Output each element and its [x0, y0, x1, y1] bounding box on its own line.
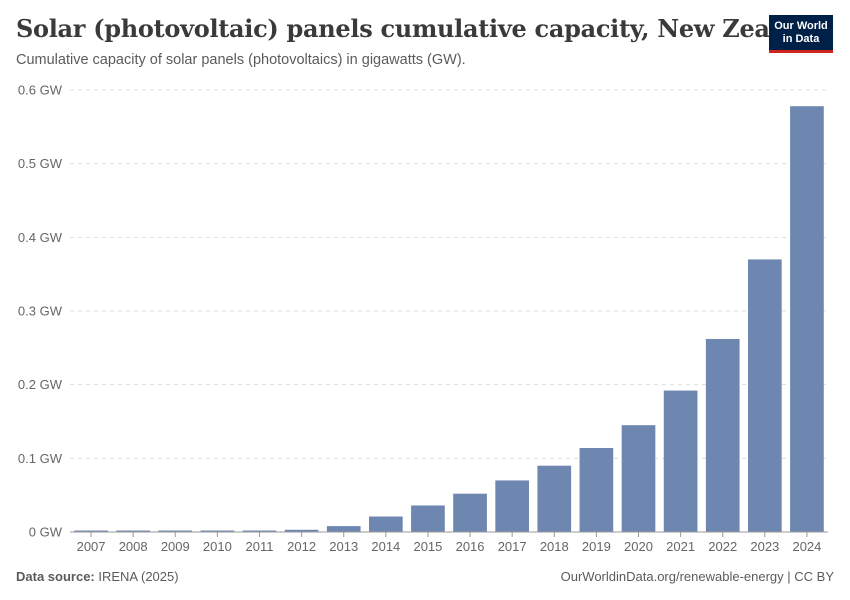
owid-logo[interactable]: Our World in Data [769, 15, 833, 53]
x-tick-label: 2015 [413, 539, 442, 554]
x-tick-label: 2017 [498, 539, 527, 554]
x-tick-label: 2012 [287, 539, 316, 554]
footer-link[interactable]: OurWorldinData.org/renewable-energy | CC… [560, 569, 834, 584]
data-source-label: Data source: [16, 569, 95, 584]
bar-2018[interactable] [537, 465, 572, 532]
bar-2009[interactable] [158, 530, 193, 532]
y-tick-label: 0 GW [29, 525, 63, 540]
x-tick-label: 2021 [666, 539, 695, 554]
bar-2007[interactable] [74, 530, 108, 532]
chart-subtitle: Cumulative capacity of solar panels (pho… [16, 52, 466, 68]
y-tick-label: 0.2 GW [18, 377, 63, 392]
bar-2023[interactable] [747, 259, 782, 532]
x-tick-label: 2022 [708, 539, 737, 554]
bar-2022[interactable] [705, 338, 740, 532]
grid-lines [70, 89, 828, 459]
y-tick-label: 0.5 GW [18, 156, 63, 171]
x-tick-label: 2007 [77, 539, 106, 554]
x-tick-label: 2011 [246, 539, 274, 554]
bar-2021[interactable] [663, 390, 698, 532]
bar-2011[interactable] [242, 530, 277, 532]
data-source-value[interactable]: IRENA (2025) [98, 569, 179, 584]
x-axis-ticks: 2007 2008 2009 2010 2011 2012 2013 2014 2015 2016… [77, 532, 821, 554]
bar-2008[interactable] [116, 530, 151, 532]
bar-2014[interactable] [368, 516, 403, 532]
y-tick-label: 0.3 GW [18, 304, 63, 319]
chart-title: Solar (photovoltaic) panels cumulative c… [16, 14, 828, 43]
bar-2017[interactable] [495, 480, 530, 532]
logo-line-2: in Data [782, 33, 820, 45]
data-source: Data source: IRENA (2025) [16, 569, 179, 584]
x-tick-label: 2020 [624, 539, 653, 554]
bar-2012[interactable] [284, 529, 319, 532]
logo-line-1: Our World [774, 20, 828, 32]
x-tick-label: 2016 [456, 539, 485, 554]
y-axis-ticks: 0 GW 0.1 GW 0.2 GW 0.3 GW 0.4 GW 0.5 GW 0.6 GW [18, 83, 63, 540]
x-tick-label: 2009 [161, 539, 190, 554]
x-tick-label: 2010 [203, 539, 232, 554]
y-tick-label: 0.1 GW [18, 451, 63, 466]
y-tick-label: 0.4 GW [18, 230, 63, 245]
bar-2016[interactable] [453, 493, 487, 532]
bar-2024[interactable] [790, 106, 824, 532]
x-tick-label: 2023 [750, 539, 779, 554]
x-tick-label: 2008 [119, 539, 148, 554]
x-tick-label: 2018 [540, 539, 569, 554]
bars [74, 106, 824, 532]
x-tick-label: 2014 [371, 539, 400, 554]
bar-2015[interactable] [411, 505, 445, 532]
bar-2020[interactable] [621, 425, 656, 532]
x-tick-label: 2024 [792, 539, 821, 554]
bar-2019[interactable] [579, 448, 614, 532]
x-tick-label: 2019 [582, 539, 611, 554]
x-tick-label: 2013 [329, 539, 358, 554]
bar-2010[interactable] [200, 530, 235, 532]
bar-2013[interactable] [326, 526, 361, 532]
y-tick-label: 0.6 GW [18, 83, 63, 98]
